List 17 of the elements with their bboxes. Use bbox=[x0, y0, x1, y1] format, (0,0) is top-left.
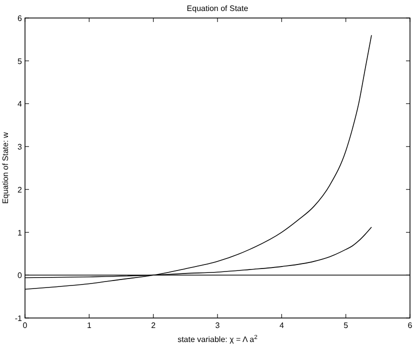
x-tick-label: 3 bbox=[215, 321, 220, 330]
y-tick-label: 1 bbox=[18, 228, 23, 238]
x-tick-label: 6 bbox=[408, 321, 413, 330]
y-tick-label: -1 bbox=[14, 314, 23, 323]
y-tick-label: 2 bbox=[18, 185, 23, 194]
y-tick-label: 6 bbox=[18, 14, 23, 23]
y-tick-label: 0 bbox=[18, 271, 23, 280]
chart-title: Equation of State bbox=[186, 4, 249, 13]
x-tick-label: 2 bbox=[151, 321, 156, 330]
x-axis-title: state variable: χ = Λ a$^{2}$ bbox=[178, 334, 258, 344]
y-axis-title: Equation of State: w bbox=[1, 132, 10, 204]
y-tick-label: 3 bbox=[18, 142, 23, 152]
y-tick-label: 4 bbox=[18, 100, 23, 109]
x-tick-label: 4 bbox=[279, 321, 284, 330]
x-tick-label: 1 bbox=[86, 321, 92, 330]
y-tick-label: 5 bbox=[18, 56, 23, 66]
x-tick-label: 5 bbox=[344, 321, 349, 330]
